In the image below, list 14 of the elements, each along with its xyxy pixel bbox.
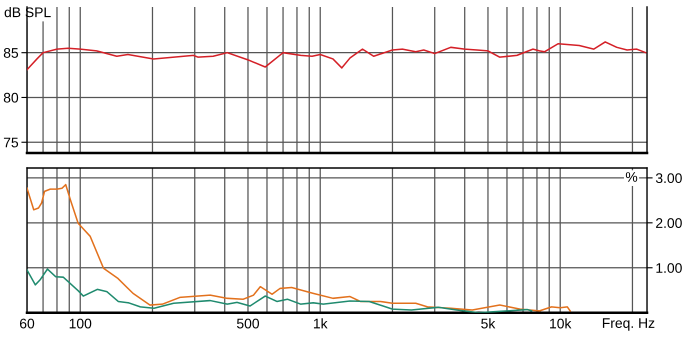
y-tick-label: 75: [4, 138, 18, 148]
y-tick-label: 80: [4, 92, 18, 103]
x-axis-title: Freq. Hz: [602, 318, 654, 331]
x-tick-label: 100: [70, 318, 92, 328]
y-tick-label: 1.00: [656, 263, 682, 273]
x-tick-label: 1k: [314, 318, 328, 328]
x-tick-label: 10k: [550, 318, 572, 328]
y-axis-title: %: [626, 172, 638, 182]
y-tick-label: 2.00: [656, 218, 682, 228]
x-tick-label: 500: [236, 318, 260, 328]
y-tick-label: 85: [4, 48, 18, 58]
x-tick-label: 60: [20, 318, 34, 328]
x-tick-label: 5k: [481, 318, 496, 328]
y-tick-label: 3.00: [656, 173, 682, 184]
